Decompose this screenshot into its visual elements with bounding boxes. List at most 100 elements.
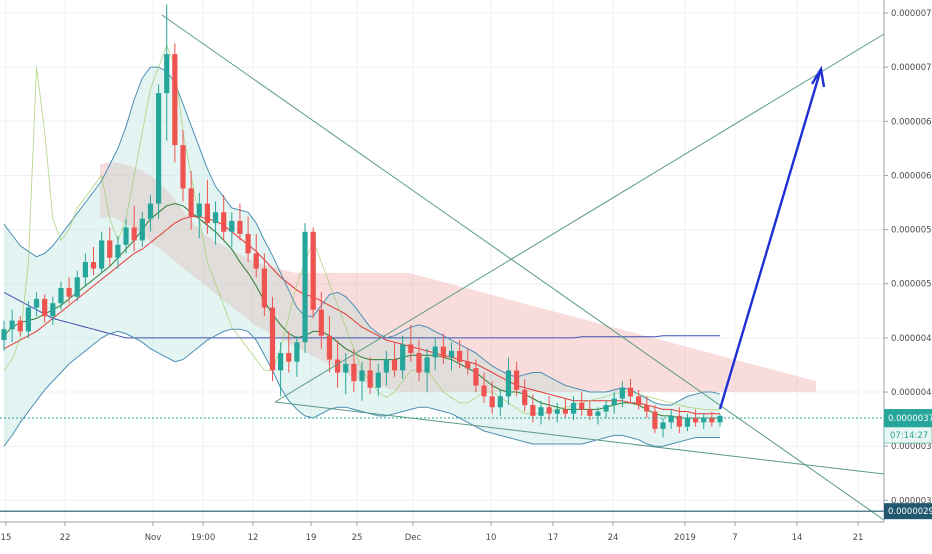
indicator-line-2 — [3, 291, 720, 339]
candle-body — [188, 188, 194, 217]
current-price-badge — [884, 409, 932, 428]
y-tick-label: 0.00000750 — [891, 9, 932, 19]
candle-body — [676, 415, 682, 427]
candle-body — [172, 54, 178, 146]
candle-body — [562, 409, 569, 414]
candle-body — [408, 344, 414, 354]
trendline-ascending — [274, 33, 885, 403]
candle-body — [660, 422, 666, 429]
y-tick-label: 0.00000500 — [891, 280, 932, 290]
x-tick-label: 12 — [248, 533, 259, 543]
candle-body — [627, 387, 634, 397]
candle-body — [554, 409, 560, 414]
candle-body — [90, 262, 97, 269]
candle-body — [147, 203, 154, 219]
drawings — [0, 14, 885, 521]
candle-body — [123, 227, 129, 245]
countdown-label: 07:14:27 — [890, 431, 928, 441]
candle-body — [180, 145, 186, 189]
candle-body — [42, 298, 48, 317]
candle-body — [269, 307, 276, 371]
candle-body — [717, 415, 723, 423]
x-tick-label: 25 — [352, 533, 363, 543]
x-tick-label: 2019 — [674, 533, 696, 543]
x-tick-label: 7 — [732, 533, 737, 543]
indicator-line-3 — [3, 66, 721, 406]
candle-body — [701, 418, 707, 423]
candle-body — [644, 405, 650, 412]
candle-body — [164, 54, 170, 94]
trendline-lower — [274, 401, 885, 475]
current-price-label: 0.00000376 — [888, 414, 932, 424]
candle-body — [375, 372, 381, 388]
x-tick-label: 19 — [306, 533, 317, 543]
support-badge — [884, 503, 932, 520]
countdown-badge — [883, 426, 932, 444]
candle-body — [131, 227, 137, 241]
candle-body — [652, 411, 658, 429]
candle-body — [294, 342, 300, 362]
y-tick-label: 0.00000650 — [891, 117, 932, 127]
x-tick-label: Nov — [145, 533, 162, 543]
candles — [1, 4, 723, 438]
grid — [0, 0, 884, 522]
ichimoku-cloud — [100, 162, 816, 392]
candle-body — [66, 288, 72, 297]
candle-body — [595, 411, 601, 416]
x-tick-label: 17 — [548, 533, 559, 543]
x-tick-label: Dec — [405, 533, 422, 543]
candle-body — [465, 361, 471, 369]
candle-body — [489, 396, 495, 408]
candle-body — [636, 396, 642, 406]
trendline-descending — [161, 14, 885, 521]
candle-body — [82, 262, 88, 278]
candle-body — [383, 359, 390, 373]
candle-body — [497, 396, 503, 408]
candle-body — [229, 220, 235, 232]
indicator-line-0 — [3, 203, 720, 419]
projection-arrow-head — [810, 65, 826, 88]
candle-body — [139, 218, 145, 241]
candle-body — [1, 329, 7, 341]
candle-body — [359, 370, 365, 382]
candle-body — [155, 93, 162, 204]
x-tick-label: 15 — [1, 533, 12, 543]
candle-body — [522, 389, 528, 406]
candle-body — [302, 231, 308, 343]
candle-body — [416, 353, 422, 373]
candle-body — [546, 407, 552, 414]
candle-body — [343, 363, 349, 373]
candle-body — [684, 418, 691, 427]
indicator-line-1 — [3, 216, 720, 415]
candle-body — [538, 407, 544, 416]
candle-body — [611, 398, 617, 406]
y-tick-label: 0.00000600 — [891, 171, 932, 181]
candle-body — [212, 212, 219, 224]
candle-body — [440, 346, 446, 358]
y-tick-label: 0.00000700 — [891, 63, 932, 73]
candle-body — [579, 402, 585, 410]
x-tick-label: 19:00 — [191, 533, 216, 543]
x-tick-label: 22 — [60, 533, 71, 543]
candle-body — [473, 368, 479, 386]
candle-body — [17, 320, 23, 332]
y-tick-label: 0.00000450 — [891, 334, 932, 344]
candle-body — [33, 298, 40, 308]
candle-body — [668, 415, 674, 423]
candle-body — [310, 231, 316, 310]
candle-body — [513, 370, 520, 390]
candle-body — [107, 240, 113, 258]
candle-body — [245, 233, 251, 254]
candle-body — [74, 277, 80, 297]
candle-body — [367, 370, 373, 388]
candle-body — [457, 350, 463, 362]
candle-body — [99, 240, 105, 269]
candle-body — [196, 203, 202, 217]
candle-body — [278, 353, 284, 371]
candle-body — [50, 303, 56, 317]
y-tick-label: 0.00000400 — [891, 388, 932, 398]
candle-body — [505, 370, 512, 397]
candle-body — [204, 203, 211, 224]
candle-body — [253, 253, 259, 269]
